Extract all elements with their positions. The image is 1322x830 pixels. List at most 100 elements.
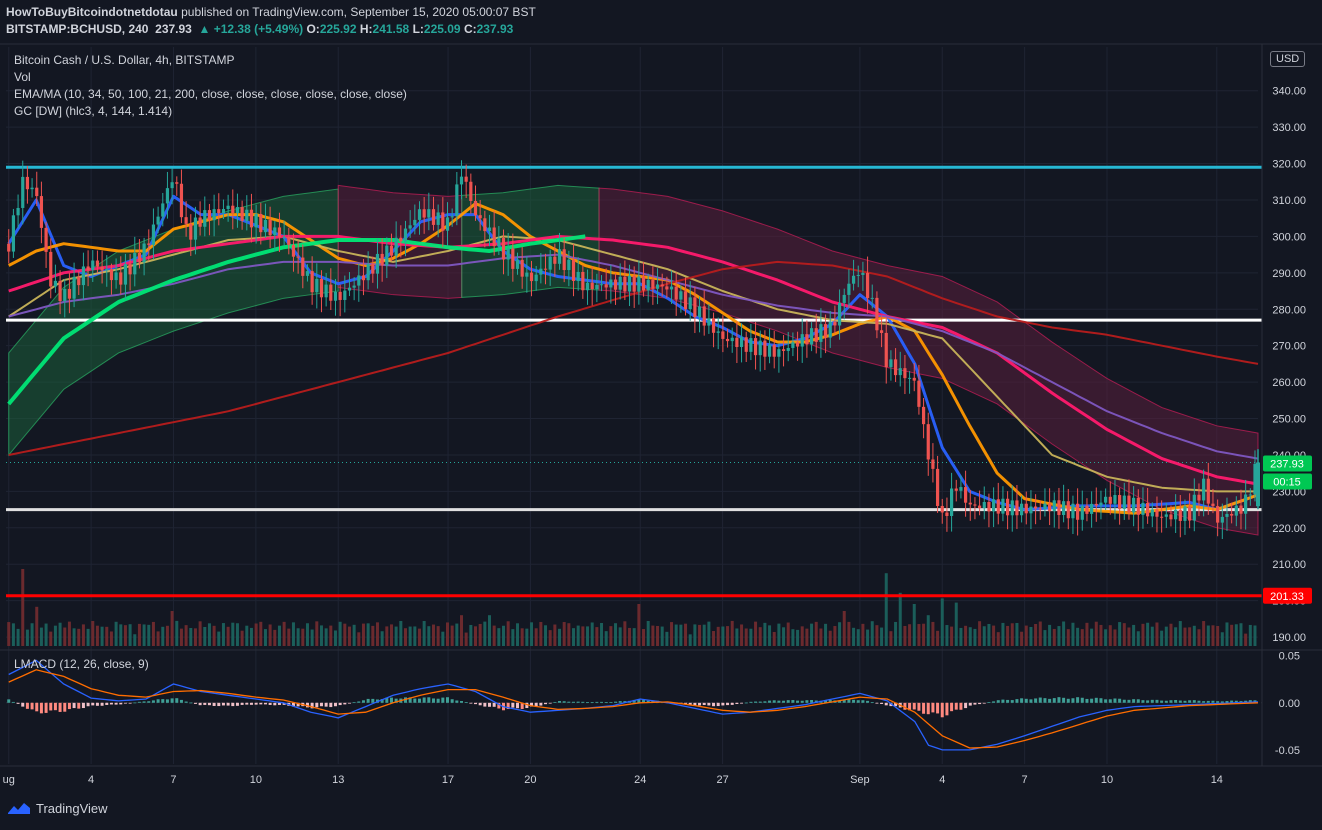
histogram-bar	[548, 702, 552, 704]
histogram-bar	[1164, 700, 1168, 703]
volume-bar	[1010, 623, 1014, 646]
histogram-bar	[758, 701, 762, 703]
histogram-bar	[1104, 699, 1108, 703]
volume-bar	[637, 604, 641, 646]
volume-bar	[254, 623, 258, 646]
volume-bar	[880, 627, 884, 646]
candle-body	[837, 302, 842, 326]
volume-bar	[497, 628, 501, 646]
volume-bar	[726, 626, 730, 646]
macd-tick-label: 0.05	[1279, 651, 1300, 663]
volume-bar	[744, 628, 748, 646]
candle-body	[49, 251, 53, 287]
volume-bar	[338, 621, 342, 646]
histogram-bar	[389, 697, 393, 703]
date-tick-label: Sep	[850, 774, 870, 786]
volume-bar	[763, 622, 767, 646]
chart-title[interactable]: Bitcoin Cash / U.S. Dollar, 4h, BITSTAMP	[14, 53, 235, 67]
candle-body	[1202, 478, 1206, 501]
candle-body	[221, 209, 226, 214]
volume-bar	[978, 621, 982, 646]
histogram-bar	[861, 700, 865, 703]
histogram-bar	[469, 702, 473, 704]
volume-bar	[399, 620, 403, 646]
candle-body	[1164, 514, 1168, 517]
legend-vol[interactable]: Vol	[14, 70, 31, 84]
histogram-bar	[310, 702, 314, 709]
legend-ema[interactable]: EMA/MA (10, 34, 50, 100, 21, 200, close,…	[14, 87, 407, 101]
tradingview-footer[interactable]: TradingView	[6, 800, 108, 816]
histogram-bar	[259, 702, 263, 705]
histogram-bar	[632, 699, 636, 703]
tradingview-logo-icon	[8, 803, 30, 814]
volume-bar	[1244, 633, 1248, 646]
candle-body	[296, 256, 300, 258]
histogram-bar	[1183, 700, 1187, 703]
volume-bar	[445, 622, 449, 646]
candle-body	[907, 377, 912, 379]
volume-bar	[973, 628, 977, 646]
candle-body	[758, 340, 762, 356]
histogram-bar	[1062, 697, 1066, 703]
volume-bar	[1192, 625, 1196, 646]
histogram-bar	[403, 697, 407, 703]
candle-body	[21, 176, 25, 208]
volume-bar	[287, 628, 291, 646]
candle-body	[609, 279, 613, 288]
histogram-bar	[63, 702, 67, 712]
volume-bar	[245, 625, 249, 646]
histogram-bar	[567, 701, 571, 703]
open-label: O:	[306, 22, 320, 36]
volume-bar	[375, 622, 379, 646]
volume-bar	[791, 629, 795, 646]
volume-bar	[301, 628, 305, 646]
histogram-bar	[847, 699, 851, 703]
volume-bar	[828, 630, 832, 646]
date-tick-label: 24	[634, 774, 646, 786]
histogram-bar	[1010, 700, 1014, 703]
volume-bar	[403, 628, 407, 646]
candle-body	[1160, 516, 1164, 518]
candle-body	[707, 318, 711, 326]
candle-body	[217, 209, 221, 214]
volume-bar	[86, 628, 90, 646]
candle-body	[772, 344, 776, 357]
legend-lmacd[interactable]: LMACD (12, 26, close, 9)	[14, 657, 149, 671]
candle-body	[847, 283, 851, 295]
candle-body	[1057, 500, 1061, 515]
histogram-bar	[217, 702, 221, 707]
histogram-bar	[600, 701, 604, 703]
currency-button[interactable]: USD	[1270, 51, 1306, 67]
histogram-bar	[441, 697, 445, 703]
volume-bar	[212, 625, 216, 646]
histogram-bar	[1234, 700, 1238, 703]
volume-bar	[814, 621, 818, 646]
candle-body	[996, 499, 1000, 514]
candle-body	[655, 284, 660, 289]
candle-body	[119, 272, 123, 285]
volume-bar	[665, 631, 669, 646]
candle-body	[1256, 462, 1260, 507]
volume-bar	[884, 573, 888, 646]
candle-body	[646, 279, 650, 291]
legend-gc[interactable]: GC [DW] (hlc3, 4, 144, 1.414)	[14, 104, 173, 118]
volume-bar	[114, 621, 118, 646]
candle-body	[1225, 513, 1229, 517]
histogram-bar	[1132, 699, 1136, 703]
candle-body	[1136, 497, 1140, 515]
candle-body	[749, 338, 753, 352]
histogram-bar	[198, 702, 202, 706]
histogram-bar	[726, 702, 730, 706]
volume-bar	[740, 624, 744, 646]
publish-info: published on TradingView.com, September …	[181, 5, 536, 19]
price-tick-label: 290.00	[1272, 268, 1306, 280]
volume-bar	[931, 621, 935, 646]
candle-body	[1248, 494, 1252, 496]
histogram-bar	[1038, 697, 1042, 703]
histogram-bar	[422, 697, 426, 703]
histogram-bar	[782, 700, 786, 703]
publisher-name[interactable]: HowToBuyBitcoindotnetdotau	[6, 5, 178, 19]
volume-bar	[464, 632, 468, 646]
histogram-bar	[1188, 700, 1192, 703]
